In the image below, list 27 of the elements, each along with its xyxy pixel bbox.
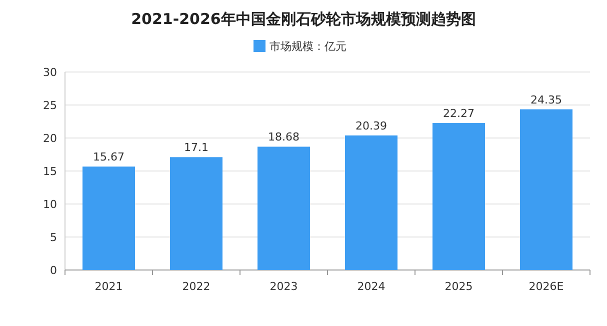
- x-tick-label: 2025: [444, 280, 473, 293]
- data-label: 15.67: [93, 150, 124, 164]
- bar: [258, 146, 310, 270]
- bar: [520, 109, 572, 270]
- x-tick-label: 2026E: [528, 280, 564, 293]
- x-tick-label: 2023: [270, 280, 298, 293]
- y-tick-label: 5: [50, 231, 57, 244]
- data-label: 22.27: [443, 107, 474, 120]
- y-tick-label: 30: [43, 66, 57, 79]
- y-tick-label: 10: [43, 198, 57, 211]
- x-tick-label: 2021: [94, 280, 123, 293]
- y-tick-label: 25: [43, 99, 57, 112]
- data-label: 17.1: [184, 141, 208, 154]
- data-label: 24.35: [530, 93, 562, 106]
- y-tick-label: 20: [43, 132, 57, 145]
- x-tick-label: 2022: [182, 280, 210, 293]
- legend-label: 市场规模：亿元: [270, 40, 346, 53]
- bar: [82, 166, 135, 270]
- chart-title: 2021-2026年中国金刚石砂轮市场规模预测趋势图: [131, 10, 476, 28]
- data-label: 20.39: [356, 119, 387, 132]
- y-tick-label: 15: [43, 165, 57, 178]
- x-tick-label: 2024: [357, 280, 386, 293]
- bar: [432, 123, 485, 270]
- bar: [170, 157, 222, 270]
- y-tick-label: 0: [50, 264, 57, 277]
- data-label: 18.68: [268, 130, 300, 144]
- bar: [345, 135, 398, 270]
